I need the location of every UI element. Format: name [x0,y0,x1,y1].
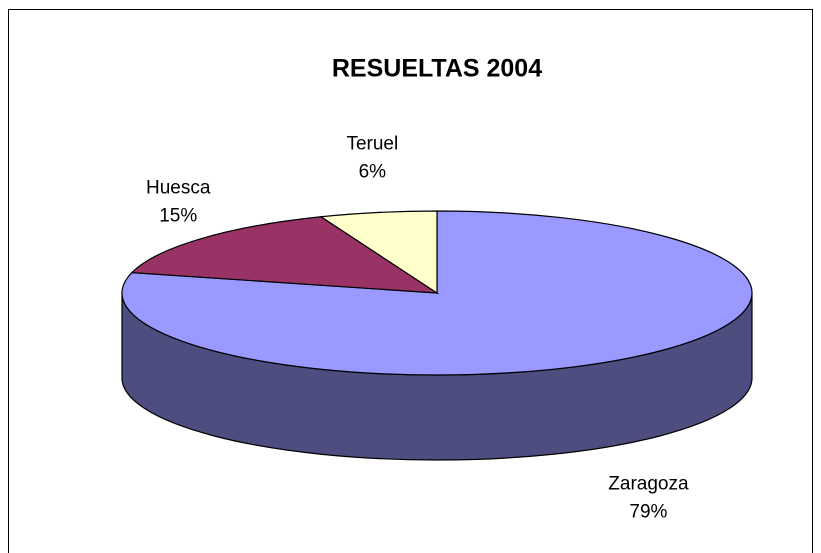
pie [121,210,753,461]
slice [319,210,438,295]
slice-value-label: 15% [159,205,197,226]
slice-label: Teruel [346,133,398,154]
chart-title: RESUELTAS 2004 [332,55,542,83]
slice-value-label: 6% [359,161,387,182]
slice [130,216,440,294]
labels: Zaragoza 79% Huesca 15% Teruel 6% [146,133,689,522]
slice-label: Huesca [146,177,211,198]
slice-label: Zaragoza [608,473,689,494]
slice-value-label: 79% [629,501,667,522]
